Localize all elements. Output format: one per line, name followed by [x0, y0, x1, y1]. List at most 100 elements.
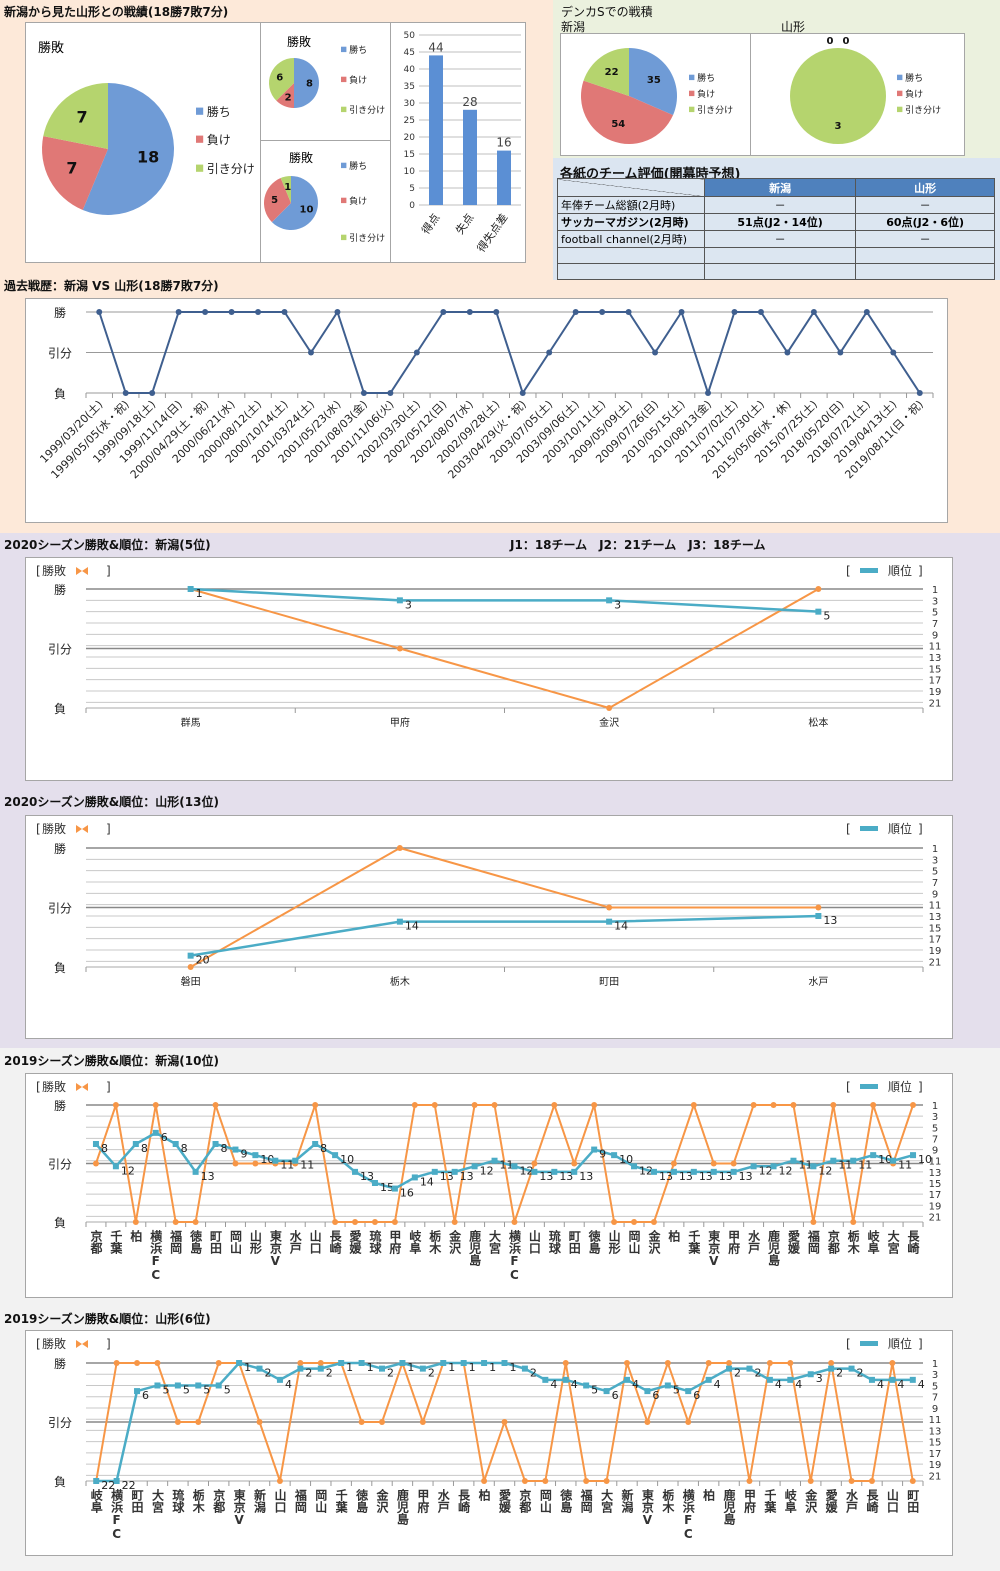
result-point	[562, 1360, 569, 1366]
rank-point	[236, 1360, 243, 1366]
x-category-label: 長崎	[906, 1229, 920, 1255]
bar-data-label: 44	[428, 40, 443, 54]
rank-point	[583, 1382, 590, 1389]
rank-data-label: 1	[469, 1361, 476, 1374]
y-tick-label: 20	[404, 133, 416, 143]
result-point	[837, 349, 844, 356]
rank-point	[571, 1168, 578, 1175]
result-legend-bracket: [	[36, 1080, 41, 1094]
rank-point	[631, 1163, 638, 1170]
x-category-label: 福岡	[293, 1488, 307, 1514]
rank-data-label: 13	[823, 914, 837, 927]
rank-tick-label: 21	[929, 1471, 942, 1482]
rank-data-label: 11	[500, 1159, 514, 1172]
rank-point	[371, 1180, 378, 1186]
result-line	[190, 846, 819, 968]
rank-point	[551, 1168, 558, 1175]
rank-point	[690, 1168, 697, 1175]
result-legend-marker	[76, 567, 88, 575]
result-point	[276, 1478, 283, 1484]
rank-point	[399, 1360, 406, 1366]
rank-point	[152, 1129, 159, 1136]
x-category-label: 福岡	[169, 1229, 183, 1255]
x-category-label: 甲府	[727, 1230, 741, 1255]
rank-data-label: 13	[579, 1170, 593, 1183]
x-category-label: 岐阜	[89, 1488, 103, 1514]
rank-data-label: 6	[142, 1389, 149, 1402]
result-point	[850, 1219, 857, 1225]
rank-legend-bracket: [	[846, 564, 851, 578]
x-category-label: 愛媛	[498, 1488, 512, 1514]
rank-data-label: 8	[141, 1142, 148, 1155]
result-point	[215, 1360, 222, 1366]
result-point	[202, 309, 209, 315]
result-point	[890, 349, 897, 356]
denka-niigata-pie: 35 勝ち 54 負け 22 引き分け	[560, 33, 751, 156]
x-category-label: 柏	[129, 1229, 143, 1243]
rank-point	[750, 1163, 757, 1170]
rank-point	[685, 1388, 692, 1395]
x-category-label: 山形	[248, 1229, 262, 1255]
result-point	[750, 1102, 757, 1108]
rank-data-label: 8	[320, 1142, 327, 1155]
x-category-label: 京都	[89, 1229, 103, 1255]
result-point	[451, 1219, 458, 1225]
rank-point	[174, 1382, 181, 1389]
rank-point	[766, 1376, 773, 1383]
overall-pie-svg: 18 勝ち 7 負け 7 引き分け	[41, 83, 255, 215]
x-category-label: 甲府	[742, 1489, 756, 1514]
result-point	[360, 390, 367, 396]
pie-data-label: 35	[647, 75, 661, 86]
legend-label-win: 勝ち	[349, 160, 367, 172]
history-line-svg: 勝引分負1999/03/20(土)1999/05/05(水・祝)1999/09/…	[37, 305, 934, 481]
result-point	[431, 1102, 438, 1108]
rank-tick-label: 19	[929, 946, 942, 957]
rank-data-label: 4	[918, 1378, 925, 1391]
rank-data-label: 5	[673, 1383, 680, 1396]
rank-data-label: 1	[244, 1361, 251, 1374]
cell: －	[855, 196, 995, 214]
rank-point	[471, 1163, 478, 1170]
table-row: football channel(2月時) －－	[557, 230, 995, 248]
rank-tick-label: 13	[929, 1168, 942, 1179]
rank-point	[312, 1141, 319, 1147]
rank-data-label: 6	[161, 1131, 168, 1144]
rank-point	[232, 1146, 239, 1153]
x-category-label: 千葉	[109, 1229, 123, 1255]
result-point	[334, 309, 341, 315]
x-category-label: 徳島	[355, 1488, 369, 1514]
rank-data-label: 6	[652, 1389, 659, 1402]
pie-slice-draw	[280, 176, 291, 203]
x-category-label: 岡山	[228, 1230, 242, 1255]
rank-tick-label: 1	[932, 585, 938, 596]
legend-label-draw: 引き分け	[207, 162, 255, 176]
result-point	[889, 1360, 896, 1366]
x-tick-label: 得点	[419, 211, 442, 236]
rank-data-label: 8	[221, 1142, 228, 1155]
league-team-counts: J1：18チーム J2：21チーム J3：18チーム	[510, 538, 766, 552]
y-axis-label-loss: 負	[54, 1216, 66, 1230]
season-2019-yamagata-chart: 1 3 5 7 9 11 13 15 17 19 21[勝敗][順位] 勝引分負岐阜 横浜FC 町田 大宮琉…	[25, 1330, 953, 1556]
season-2019-yamagata-title: 2019シーズン勝敗&順位：山形(6位)	[4, 1312, 211, 1326]
x-category-label: 千葉	[334, 1488, 348, 1514]
result-point	[281, 309, 288, 315]
result-point	[521, 1478, 528, 1484]
legend-label-win: 勝ち	[207, 104, 231, 119]
x-category-label: 栃木	[390, 975, 410, 988]
result-point	[332, 1219, 339, 1225]
rank-point	[431, 1168, 438, 1175]
result-point	[396, 845, 403, 851]
x-category-label: 町田	[599, 977, 619, 988]
history-title: 過去戦歴：新潟 VS 山形(18勝7敗7分)	[4, 279, 219, 293]
rank-point	[603, 1388, 610, 1395]
rank-data-label: 1	[196, 587, 203, 600]
rank-point	[870, 1152, 877, 1159]
history-line-chart: 勝引分負 1999/03/20(土) 1999/05/05(水・祝) 1999/09/…	[25, 298, 948, 523]
legend-swatch-draw	[341, 106, 347, 113]
x-category-label: 水戸	[747, 1229, 761, 1255]
rank-legend-bracket: ]	[918, 564, 923, 578]
legend-swatch-win	[689, 74, 695, 81]
rank-tick-label: 9	[932, 889, 938, 900]
rank-tick-label: 5	[932, 1123, 938, 1134]
rank-tick-label: 15	[929, 923, 942, 934]
